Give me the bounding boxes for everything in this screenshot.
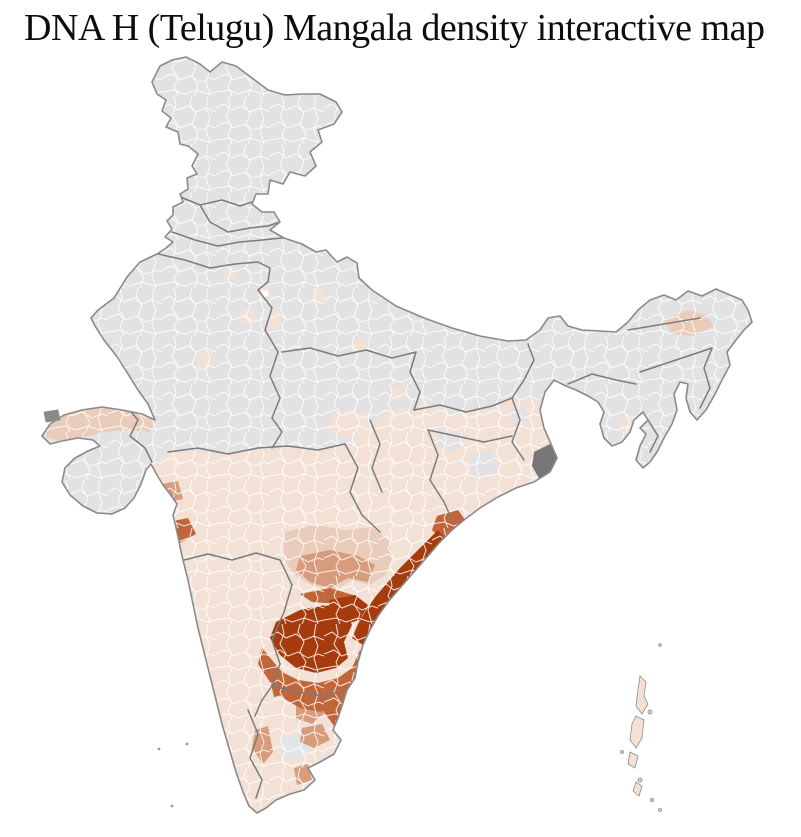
island-dot — [637, 777, 643, 783]
kutch-islet — [43, 409, 61, 423]
island-dot — [658, 808, 662, 812]
page-title: DNA H (Telugu) Mangala density interacti… — [24, 7, 765, 49]
island-dot — [620, 750, 624, 754]
district-dot-haryana[interactable] — [222, 268, 236, 281]
island-middle-andaman[interactable] — [629, 715, 645, 749]
state-borders — [125, 195, 713, 799]
island-dot — [647, 709, 653, 715]
lakshadweep-islands — [157, 742, 189, 808]
island-dot — [658, 643, 662, 647]
island-dot — [649, 797, 655, 803]
island-south-andaman[interactable] — [627, 751, 639, 769]
district-dot-jaipur[interactable] — [196, 349, 215, 367]
island-north-andaman[interactable] — [635, 675, 649, 715]
andaman-nicobar-islands[interactable] — [620, 643, 662, 812]
island-nicobar[interactable] — [632, 781, 643, 797]
india-outline — [41, 56, 753, 814]
